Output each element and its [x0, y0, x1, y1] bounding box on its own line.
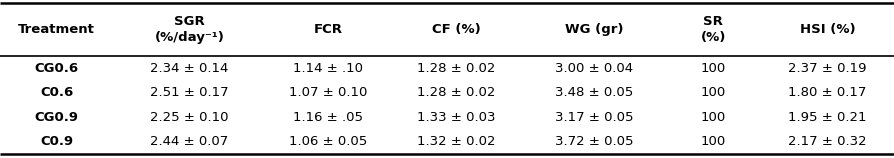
- Text: 1.95 ± 0.21: 1.95 ± 0.21: [789, 111, 867, 124]
- Text: Treatment: Treatment: [18, 23, 95, 36]
- Text: 3.72 ± 0.05: 3.72 ± 0.05: [555, 135, 633, 148]
- Text: CG0.6: CG0.6: [35, 62, 79, 75]
- Text: FCR: FCR: [313, 23, 342, 36]
- Text: SGR
(%/day⁻¹): SGR (%/day⁻¹): [155, 15, 224, 44]
- Text: 2.25 ± 0.10: 2.25 ± 0.10: [150, 111, 229, 124]
- Text: 1.06 ± 0.05: 1.06 ± 0.05: [289, 135, 367, 148]
- Text: 2.51 ± 0.17: 2.51 ± 0.17: [150, 86, 229, 99]
- Text: 3.17 ± 0.05: 3.17 ± 0.05: [555, 111, 633, 124]
- Text: 1.28 ± 0.02: 1.28 ± 0.02: [417, 62, 496, 75]
- Text: 100: 100: [701, 86, 726, 99]
- Text: 2.44 ± 0.07: 2.44 ± 0.07: [150, 135, 229, 148]
- Text: 2.17 ± 0.32: 2.17 ± 0.32: [789, 135, 867, 148]
- Text: 1.16 ± .05: 1.16 ± .05: [293, 111, 363, 124]
- Text: 1.80 ± 0.17: 1.80 ± 0.17: [789, 86, 867, 99]
- Text: 1.33 ± 0.03: 1.33 ± 0.03: [417, 111, 496, 124]
- Text: C0.9: C0.9: [40, 135, 73, 148]
- Text: 1.32 ± 0.02: 1.32 ± 0.02: [417, 135, 496, 148]
- Text: 3.48 ± 0.05: 3.48 ± 0.05: [555, 86, 633, 99]
- Text: 1.14 ± .10: 1.14 ± .10: [293, 62, 363, 75]
- Text: HSI (%): HSI (%): [800, 23, 856, 36]
- Text: 100: 100: [701, 62, 726, 75]
- Text: 3.00 ± 0.04: 3.00 ± 0.04: [555, 62, 633, 75]
- Text: 2.37 ± 0.19: 2.37 ± 0.19: [789, 62, 867, 75]
- Text: CG0.9: CG0.9: [35, 111, 79, 124]
- Text: 100: 100: [701, 135, 726, 148]
- Text: C0.6: C0.6: [40, 86, 73, 99]
- Text: 1.28 ± 0.02: 1.28 ± 0.02: [417, 86, 496, 99]
- Text: 2.34 ± 0.14: 2.34 ± 0.14: [150, 62, 229, 75]
- Text: SR
(%): SR (%): [701, 15, 726, 44]
- Text: 100: 100: [701, 111, 726, 124]
- Text: 1.07 ± 0.10: 1.07 ± 0.10: [289, 86, 367, 99]
- Text: WG (gr): WG (gr): [565, 23, 623, 36]
- Text: CF (%): CF (%): [432, 23, 481, 36]
